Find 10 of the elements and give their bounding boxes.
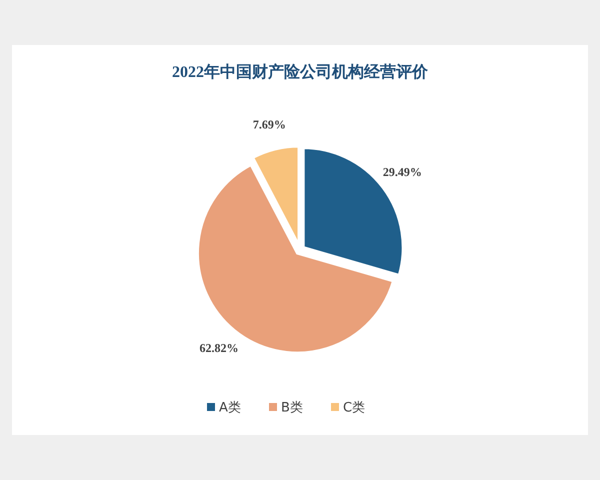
chart-title: 2022年中国财产险公司机构经营评价 <box>172 63 429 81</box>
legend-label: A类 <box>219 400 241 416</box>
legend-item: C类 <box>331 400 366 416</box>
data-label: 62.82% <box>200 340 239 355</box>
legend-item: A类 <box>207 400 241 416</box>
legend-item: B类 <box>269 400 303 416</box>
data-label: 7.69% <box>252 117 286 132</box>
data-label: 29.49% <box>382 164 422 179</box>
legend-label: B类 <box>281 400 303 416</box>
legend-label: C类 <box>343 400 366 416</box>
